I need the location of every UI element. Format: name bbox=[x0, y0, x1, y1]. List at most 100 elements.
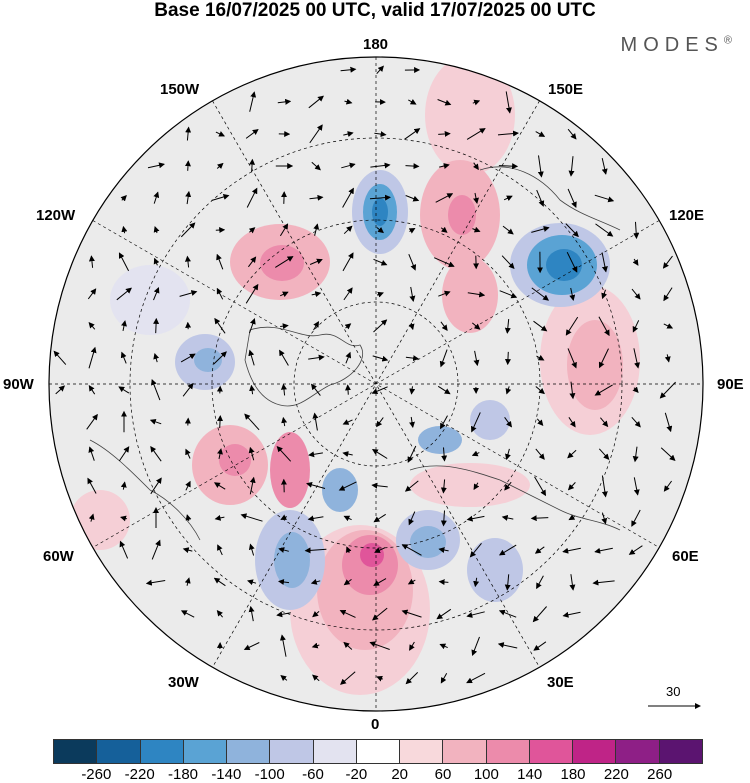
map-title: Base 16/07/2025 00 UTC, valid 17/07/2025… bbox=[154, 0, 596, 21]
colorbar-segment bbox=[616, 740, 660, 763]
colorbar-segment bbox=[356, 740, 401, 763]
wind-vector bbox=[567, 482, 576, 491]
wind-vector bbox=[344, 323, 352, 330]
wind-vector bbox=[345, 384, 352, 395]
wind-vector bbox=[472, 99, 481, 106]
wind-vector bbox=[373, 258, 388, 266]
wind-vector bbox=[407, 578, 416, 585]
wind-vector bbox=[307, 515, 324, 522]
wind-vector bbox=[346, 546, 352, 553]
lon-label-180: 180 bbox=[363, 36, 389, 53]
wind-vector bbox=[438, 130, 451, 137]
colorbar-tick-label: -180 bbox=[167, 766, 199, 783]
wind-vector bbox=[373, 319, 388, 333]
wind-vector bbox=[535, 131, 546, 137]
wind-vector bbox=[533, 320, 548, 332]
wind-vector bbox=[505, 448, 511, 461]
wind-vector bbox=[598, 448, 610, 460]
wind-vector bbox=[376, 227, 384, 234]
colorbar-segment bbox=[140, 740, 184, 763]
wind-vector bbox=[277, 98, 292, 105]
wind-vector bbox=[601, 252, 608, 273]
positive-anomaly bbox=[219, 444, 251, 476]
wind-vector bbox=[185, 126, 192, 141]
wind-vector bbox=[664, 412, 673, 433]
wind-vector bbox=[147, 162, 165, 169]
wind-vector bbox=[53, 350, 67, 365]
wind-vector bbox=[373, 578, 387, 586]
wind-vector bbox=[343, 131, 354, 137]
wind-vector bbox=[275, 256, 294, 268]
wind-vector bbox=[601, 475, 608, 498]
wind-vector bbox=[120, 515, 128, 522]
negative-anomaly bbox=[194, 348, 222, 372]
wind-vector bbox=[401, 544, 422, 556]
lon-label-150w: 150W bbox=[160, 81, 200, 98]
wind-vector bbox=[376, 675, 383, 682]
brand-text: MODES bbox=[620, 34, 724, 56]
wind-vector bbox=[249, 384, 256, 395]
wind-vector bbox=[279, 349, 289, 366]
wind-vector bbox=[374, 131, 387, 138]
wind-vector bbox=[121, 225, 128, 234]
wind-vector bbox=[213, 577, 226, 587]
wind-vector bbox=[471, 636, 480, 657]
colorbar-segment bbox=[400, 740, 444, 763]
wind-vector bbox=[153, 317, 160, 334]
wind-vector bbox=[631, 416, 641, 428]
wind-vector bbox=[409, 286, 416, 302]
wind-vector bbox=[345, 351, 352, 364]
wind-vector bbox=[659, 381, 676, 399]
wind-vectors bbox=[53, 65, 676, 685]
wind-vector bbox=[504, 417, 512, 428]
wind-vector bbox=[663, 323, 674, 329]
wind-vector bbox=[498, 544, 517, 556]
wind-vector bbox=[404, 128, 421, 140]
colorbar-tick-label: -260 bbox=[81, 766, 112, 783]
colorbar-tick-label: -140 bbox=[211, 766, 242, 783]
wind-vector bbox=[370, 162, 391, 169]
latitude-circle bbox=[211, 219, 541, 549]
wind-vector bbox=[180, 222, 196, 238]
wind-vector bbox=[214, 317, 226, 334]
negative-anomaly bbox=[470, 400, 510, 440]
wind-vector bbox=[405, 672, 419, 685]
wind-vector bbox=[408, 99, 417, 105]
wind-vector bbox=[248, 446, 255, 461]
wind-vector bbox=[438, 290, 451, 297]
colorbar-segment bbox=[486, 740, 530, 763]
wind-vector bbox=[249, 318, 256, 334]
anomaly-fields bbox=[70, 57, 640, 695]
wind-vector bbox=[371, 482, 388, 489]
wind-vector bbox=[440, 479, 447, 494]
colorbar-tick-label: -220 bbox=[124, 766, 155, 783]
colorbar-ticks: -260 -220 -180 -140 -100 -60 -20 20 60 100 140 180 2… bbox=[53, 766, 703, 783]
wind-vector bbox=[311, 291, 322, 298]
wind-vector bbox=[342, 187, 354, 208]
wind-vector bbox=[631, 288, 641, 300]
wind-vector bbox=[184, 577, 191, 586]
wind-vector bbox=[471, 322, 481, 330]
colorbar-tick-label: -60 bbox=[302, 766, 324, 783]
modes-logo: MODES® bbox=[621, 34, 732, 57]
negative-anomaly bbox=[274, 532, 310, 588]
wind-vector bbox=[369, 194, 391, 201]
wind-vector bbox=[467, 291, 486, 298]
wind-vector bbox=[373, 513, 386, 523]
wind-vector bbox=[153, 226, 160, 234]
wind-vector bbox=[150, 477, 162, 495]
wind-vector bbox=[249, 158, 256, 173]
wind-vector bbox=[437, 99, 452, 106]
wind-vector bbox=[145, 579, 166, 586]
colorbar-segment bbox=[227, 740, 271, 763]
colorbar-tick-label: 100 bbox=[473, 766, 499, 783]
negative-anomaly bbox=[110, 265, 190, 335]
wind-vector bbox=[343, 578, 352, 586]
wind-vector bbox=[565, 223, 579, 238]
wind-vector bbox=[633, 348, 640, 369]
colorbar-tick-label: 220 bbox=[603, 766, 629, 783]
wind-vector bbox=[342, 419, 353, 425]
wind-vector bbox=[473, 350, 480, 367]
wind-vector bbox=[86, 413, 98, 430]
wind-vector bbox=[308, 95, 324, 109]
